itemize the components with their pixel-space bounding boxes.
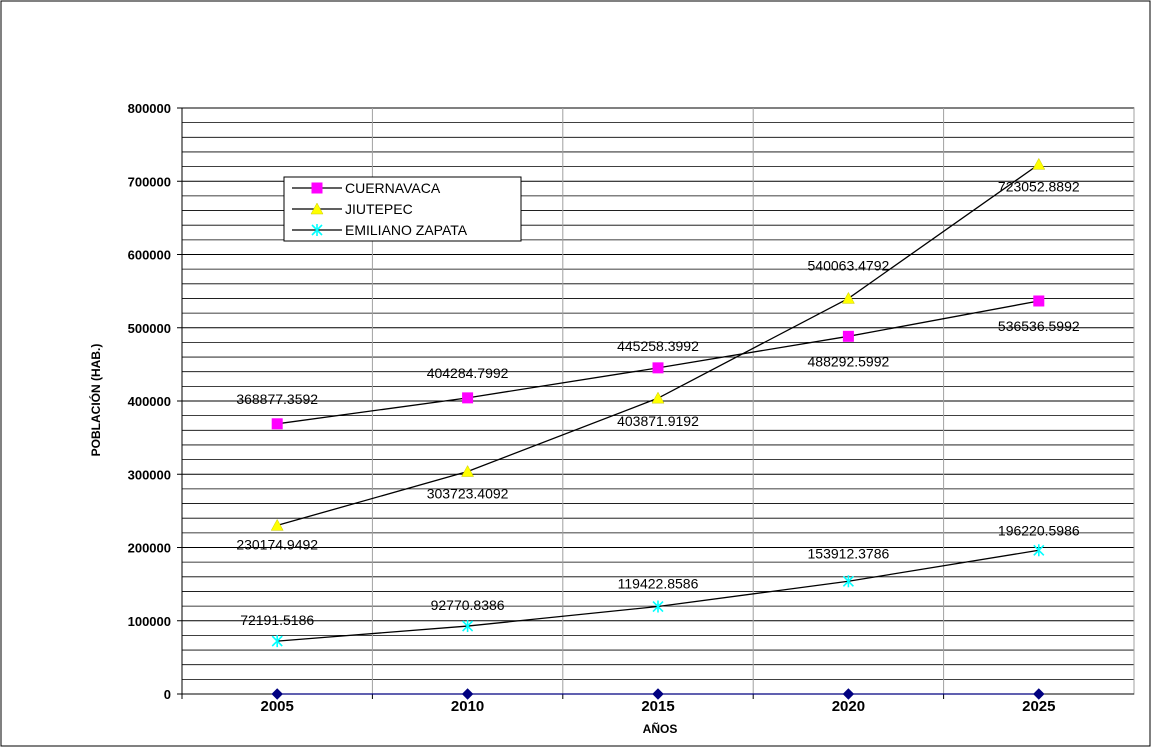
data-point-triangle: [841, 291, 855, 304]
data-point-square: [1033, 295, 1045, 307]
legend-label: EMILIANO ZAPATA: [345, 222, 468, 238]
data-point-star: [1033, 544, 1045, 557]
data-label: 404284.7992: [427, 365, 509, 381]
data-point-diamond: [461, 688, 474, 700]
data-point-star: [271, 635, 283, 648]
legend: CUERNAVACA JIUTEPEC EMILIANO ZAPATA: [283, 176, 522, 242]
data-labels: 368877.3592 404284.7992 445258.3992 488292.…: [236, 178, 1080, 628]
data-point-star: [842, 575, 854, 588]
grid-lines: [181, 107, 1135, 695]
data-label: 536536.5992: [998, 318, 1080, 334]
y-axis-ticks: 0 100000 200000 300000 400000 500000 600000 700…: [128, 101, 182, 702]
data-label: 403871.9192: [617, 413, 699, 429]
data-point-triangle: [461, 465, 475, 477]
legend-label: CUERNAVACA: [345, 180, 441, 196]
data-point-star: [311, 224, 323, 236]
data-point-square: [271, 418, 283, 430]
y-tick-label: 0: [164, 687, 171, 702]
data-point-triangle: [310, 202, 324, 215]
data-point-diamond: [652, 688, 664, 700]
data-label: 92770.8386: [431, 597, 505, 613]
data-label: 119422.8586: [618, 576, 699, 592]
data-label: 72191.5186: [240, 612, 314, 628]
data-label: 488292.5992: [808, 353, 890, 369]
data-point-diamond: [842, 688, 855, 700]
data-point-diamond: [1033, 688, 1045, 700]
x-tick-label: 2020: [832, 698, 865, 715]
data-label: 196220.5986: [998, 522, 1080, 538]
y-tick-label: 100000: [128, 614, 171, 629]
x-tick-label: 2010: [451, 698, 484, 715]
x-axis-ticks: 2005 2010 2015 2020 2025: [181, 694, 1055, 715]
y-tick-label: 800000: [128, 101, 171, 116]
data-label: 303723.4092: [427, 486, 509, 502]
data-point-square: [311, 182, 323, 194]
x-tick-label: 2015: [641, 698, 674, 715]
x-axis-title: AÑOS: [643, 721, 678, 736]
data-label: 540063.4792: [808, 257, 890, 273]
y-tick-label: 700000: [128, 174, 171, 189]
data-label: 368877.3592: [236, 391, 318, 407]
data-point-star: [652, 600, 664, 613]
data-label: 445258.3992: [617, 338, 699, 354]
y-tick-label: 400000: [128, 394, 171, 409]
data-label: 153912.3786: [808, 545, 890, 561]
data-point-triangle: [1032, 157, 1046, 170]
y-tick-label: 600000: [128, 248, 171, 263]
series-group: [270, 157, 1046, 700]
y-tick-label: 200000: [128, 541, 171, 556]
data-point-square: [462, 392, 474, 404]
data-point-star: [462, 620, 474, 633]
x-tick-label: 2025: [1022, 698, 1055, 715]
legend-label: JIUTEPEC: [345, 201, 413, 217]
y-tick-label: 500000: [128, 321, 171, 336]
data-point-triangle: [270, 518, 284, 531]
y-tick-label: 300000: [128, 467, 171, 482]
x-tick-label: 2005: [261, 698, 294, 715]
y-axis-title: POBLACIÓN (HAB.): [88, 344, 103, 457]
data-point-diamond: [271, 688, 283, 700]
data-label: 723052.8892: [998, 178, 1080, 194]
data-point-square: [652, 362, 664, 374]
data-point-triangle: [651, 391, 665, 404]
data-label: 230174.9492: [236, 536, 318, 552]
data-point-square: [842, 330, 854, 342]
